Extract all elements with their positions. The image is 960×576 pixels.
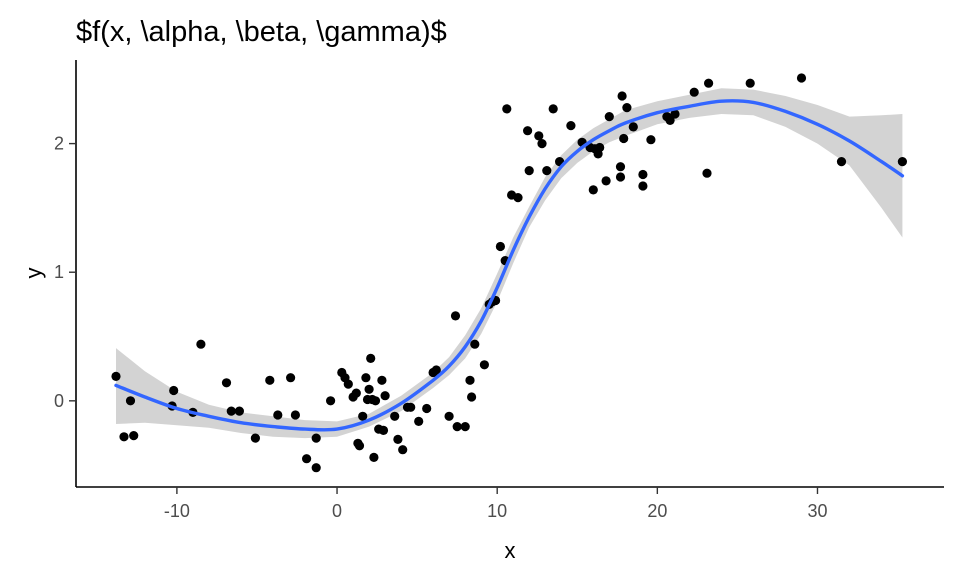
data-point-18 xyxy=(311,463,321,473)
data-point-87 xyxy=(638,181,648,191)
data-point-82 xyxy=(615,172,626,182)
x-tick-label: -10 xyxy=(164,501,190,521)
data-point-13 xyxy=(265,375,275,385)
data-point-83 xyxy=(617,91,627,101)
data-point-40 xyxy=(390,411,400,421)
data-point-19 xyxy=(311,433,321,443)
data-point-38 xyxy=(378,425,389,435)
x-tick-label: 10 xyxy=(487,501,507,521)
data-point-14 xyxy=(273,410,283,420)
data-point-81 xyxy=(615,162,626,172)
data-point-65 xyxy=(523,126,533,136)
data-point-56 xyxy=(479,360,489,370)
data-point-68 xyxy=(537,139,547,149)
data-point-96 xyxy=(745,78,755,88)
data-point-42 xyxy=(398,445,408,455)
data-point-78 xyxy=(595,142,605,153)
data-point-8 xyxy=(196,339,206,349)
smooth-line-layer xyxy=(114,99,905,432)
x-tick-label: 30 xyxy=(807,501,827,521)
data-point-49 xyxy=(444,411,454,421)
data-point-80 xyxy=(604,112,614,122)
x-axis-title: x xyxy=(505,538,516,563)
data-point-67 xyxy=(534,131,544,141)
data-point-29 xyxy=(361,373,371,383)
data-point-66 xyxy=(524,166,534,176)
data-point-31 xyxy=(364,384,374,394)
data-point-99 xyxy=(897,157,908,167)
data-point-84 xyxy=(619,133,629,144)
data-point-45 xyxy=(414,416,424,426)
y-tick-label: 1 xyxy=(54,262,64,282)
x-tick-label: 0 xyxy=(332,501,342,521)
data-point-32 xyxy=(366,353,376,363)
data-point-92 xyxy=(670,109,680,119)
data-point-88 xyxy=(638,169,648,180)
data-point-34 xyxy=(369,452,379,462)
data-point-72 xyxy=(566,121,576,131)
data-point-50 xyxy=(450,311,461,321)
data-point-95 xyxy=(704,78,714,88)
data-point-54 xyxy=(467,392,477,402)
data-point-86 xyxy=(628,122,638,132)
smooth-line xyxy=(114,99,905,432)
data-point-15 xyxy=(286,373,296,383)
data-point-6 xyxy=(169,385,179,396)
data-point-12 xyxy=(250,433,260,443)
data-point-52 xyxy=(460,422,470,432)
data-point-35 xyxy=(370,396,381,406)
data-point-2 xyxy=(119,432,129,442)
data-point-9 xyxy=(221,378,232,388)
data-point-55 xyxy=(470,339,480,349)
data-point-23 xyxy=(343,379,353,389)
data-point-46 xyxy=(422,403,432,414)
data-point-89 xyxy=(646,135,656,145)
data-point-64 xyxy=(513,193,523,203)
data-point-69 xyxy=(542,166,552,176)
data-point-60 xyxy=(495,241,505,252)
data-point-10 xyxy=(226,406,236,416)
data-point-51 xyxy=(452,422,462,432)
data-point-62 xyxy=(502,104,512,114)
data-point-48 xyxy=(431,365,441,375)
data-point-91 xyxy=(665,115,675,125)
axes-layer xyxy=(75,60,944,488)
y-tick-label: 2 xyxy=(54,134,64,154)
data-point-1 xyxy=(111,371,121,381)
data-point-75 xyxy=(588,185,598,195)
data-point-97 xyxy=(796,73,807,83)
data-point-11 xyxy=(234,406,244,416)
data-point-27 xyxy=(354,441,365,451)
data-point-17 xyxy=(302,454,312,464)
ticks-layer: -10 0 10 20 30 0 1 2 xyxy=(54,134,828,521)
x-tick-label: 20 xyxy=(647,501,667,521)
data-point-79 xyxy=(601,176,611,186)
data-point-37 xyxy=(377,375,387,385)
y-axis-title: y xyxy=(21,268,46,279)
scatter-points-layer xyxy=(111,73,908,473)
data-point-94 xyxy=(702,168,712,178)
data-point-3 xyxy=(125,396,136,406)
data-point-20 xyxy=(326,396,336,406)
data-point-16 xyxy=(290,410,300,420)
data-point-25 xyxy=(351,388,361,398)
data-point-4 xyxy=(129,431,139,441)
data-point-70 xyxy=(548,104,558,114)
data-point-41 xyxy=(393,434,403,444)
data-point-93 xyxy=(689,87,699,97)
chart-title: $f(x, \alpha, \beta, \gamma)$ xyxy=(76,16,447,48)
data-point-28 xyxy=(358,411,368,421)
data-point-53 xyxy=(465,375,475,385)
data-point-44 xyxy=(406,402,416,412)
y-tick-label: 0 xyxy=(54,391,64,411)
data-point-85 xyxy=(622,103,632,113)
data-point-39 xyxy=(380,391,390,401)
data-point-98 xyxy=(836,157,847,167)
